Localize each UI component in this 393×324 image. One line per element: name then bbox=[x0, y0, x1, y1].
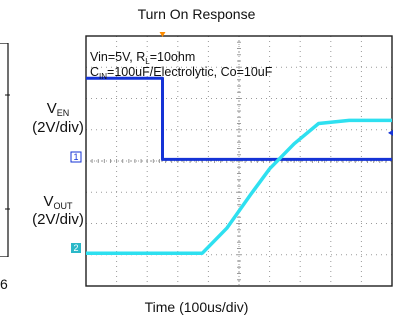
left-bracket bbox=[0, 43, 10, 257]
stray-text: 6 bbox=[0, 276, 8, 292]
annotation-line-2: CIN=100uF/Electrolytic, Co=10uF bbox=[90, 65, 273, 81]
annotation-2-rest: =100uF/Electrolytic, Co=10uF bbox=[107, 65, 273, 79]
vout-trace bbox=[86, 118, 392, 255]
ven-label: VEN bbox=[28, 100, 88, 119]
annotation-1-sub: L bbox=[145, 57, 150, 66]
plot-frame bbox=[85, 35, 393, 287]
channel-2-marker: 2 bbox=[71, 243, 81, 253]
annotation-1-text: Vin=5V, R bbox=[90, 50, 145, 64]
vout-scale: (2V/div) bbox=[32, 211, 84, 228]
ven-scale: (2V/div) bbox=[32, 119, 84, 136]
channel-2-label: 2 bbox=[73, 243, 78, 253]
ven-trace bbox=[86, 76, 392, 161]
channel-1-label: 1 bbox=[73, 152, 78, 162]
annotation-2-sub: IN bbox=[99, 72, 107, 81]
annotation-line-1: Vin=5V, RL=10ohm bbox=[90, 50, 195, 66]
x-axis-label: Time (100us/div) bbox=[144, 299, 249, 315]
ven-name: V bbox=[46, 100, 57, 117]
ven-sub: EN bbox=[56, 108, 70, 118]
traces bbox=[86, 76, 392, 255]
vout-sub: OUT bbox=[53, 201, 73, 211]
annotation-1-rest: =10ohm bbox=[150, 50, 196, 64]
grid bbox=[85, 35, 393, 287]
vout-label: VOUT bbox=[28, 193, 88, 212]
vout-name: V bbox=[43, 193, 54, 210]
annotation-2-text: C bbox=[90, 65, 99, 79]
chart-title: Turn On Response bbox=[137, 6, 256, 22]
channel-1-marker: 1 bbox=[70, 151, 82, 163]
trigger-marker bbox=[159, 32, 166, 37]
reference-arrow-icon bbox=[388, 129, 393, 136]
